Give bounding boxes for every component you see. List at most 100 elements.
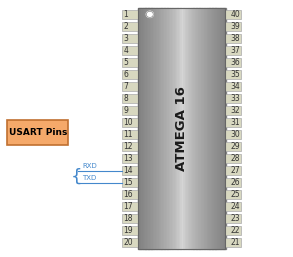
- Bar: [217, 8, 219, 249]
- Text: 40: 40: [230, 10, 240, 19]
- Bar: [122, 166, 138, 175]
- Text: 24: 24: [230, 202, 240, 211]
- Bar: [190, 8, 192, 249]
- Bar: [225, 82, 241, 91]
- Bar: [192, 8, 194, 249]
- Text: 7: 7: [124, 82, 129, 91]
- Bar: [122, 46, 138, 55]
- Bar: [159, 8, 160, 249]
- Bar: [225, 106, 241, 115]
- Bar: [225, 118, 241, 127]
- Text: TXD: TXD: [82, 175, 96, 180]
- Text: 33: 33: [230, 94, 240, 103]
- Bar: [138, 8, 225, 249]
- Bar: [182, 8, 183, 249]
- Text: 11: 11: [124, 130, 133, 139]
- Bar: [209, 8, 211, 249]
- Text: 19: 19: [124, 226, 133, 235]
- Text: 26: 26: [230, 178, 240, 187]
- Bar: [225, 202, 241, 211]
- Text: 14: 14: [124, 166, 133, 175]
- Text: 10: 10: [124, 118, 133, 127]
- Bar: [122, 70, 138, 79]
- Bar: [151, 8, 153, 249]
- Bar: [164, 8, 166, 249]
- Bar: [205, 8, 207, 249]
- Text: 31: 31: [230, 118, 240, 127]
- Bar: [122, 214, 138, 223]
- Text: 25: 25: [230, 190, 240, 199]
- Text: 1: 1: [124, 10, 128, 19]
- Bar: [161, 8, 163, 249]
- Bar: [224, 8, 226, 249]
- Bar: [170, 8, 172, 249]
- Bar: [138, 8, 140, 249]
- Bar: [148, 8, 150, 249]
- Bar: [140, 8, 142, 249]
- Text: 34: 34: [230, 82, 240, 91]
- Bar: [225, 70, 241, 79]
- Bar: [179, 8, 181, 249]
- Bar: [157, 8, 159, 249]
- Bar: [122, 106, 138, 115]
- Bar: [202, 8, 204, 249]
- Bar: [225, 190, 241, 199]
- Bar: [156, 8, 157, 249]
- Text: {: {: [70, 168, 82, 186]
- Text: 2: 2: [124, 22, 128, 31]
- Bar: [176, 8, 178, 249]
- Bar: [122, 94, 138, 103]
- Bar: [221, 8, 223, 249]
- Bar: [225, 238, 241, 247]
- Text: 6: 6: [124, 70, 129, 79]
- Bar: [141, 8, 143, 249]
- Bar: [166, 8, 168, 249]
- Bar: [122, 142, 138, 151]
- Bar: [145, 8, 147, 249]
- Text: USART Pins: USART Pins: [9, 128, 67, 137]
- Bar: [196, 8, 198, 249]
- Bar: [201, 8, 202, 249]
- Text: 23: 23: [230, 214, 240, 223]
- Bar: [193, 8, 195, 249]
- Text: 22: 22: [231, 226, 240, 235]
- Bar: [160, 8, 162, 249]
- Bar: [178, 8, 179, 249]
- Bar: [183, 8, 185, 249]
- Text: 13: 13: [124, 154, 133, 163]
- Bar: [122, 154, 138, 163]
- Text: 38: 38: [230, 34, 240, 43]
- Bar: [204, 8, 205, 249]
- Bar: [122, 202, 138, 211]
- Text: 29: 29: [230, 142, 240, 151]
- Bar: [225, 214, 241, 223]
- Text: 8: 8: [124, 94, 128, 103]
- Bar: [147, 8, 149, 249]
- Bar: [220, 8, 221, 249]
- Bar: [122, 82, 138, 91]
- Bar: [225, 34, 241, 43]
- Text: 30: 30: [230, 130, 240, 139]
- Bar: [225, 178, 241, 187]
- Text: 5: 5: [124, 58, 129, 67]
- Bar: [175, 8, 176, 249]
- Bar: [180, 8, 182, 249]
- Bar: [122, 178, 138, 187]
- Text: 12: 12: [124, 142, 133, 151]
- Bar: [225, 226, 241, 235]
- Text: 36: 36: [230, 58, 240, 67]
- Text: 3: 3: [124, 34, 129, 43]
- Bar: [163, 8, 165, 249]
- Bar: [153, 8, 154, 249]
- Bar: [169, 8, 171, 249]
- Bar: [222, 8, 224, 249]
- Bar: [207, 8, 208, 249]
- Bar: [188, 8, 189, 249]
- Text: 35: 35: [230, 70, 240, 79]
- Bar: [122, 34, 138, 43]
- Bar: [208, 8, 210, 249]
- Bar: [122, 226, 138, 235]
- Bar: [189, 8, 191, 249]
- Text: 37: 37: [230, 46, 240, 55]
- Bar: [215, 8, 217, 249]
